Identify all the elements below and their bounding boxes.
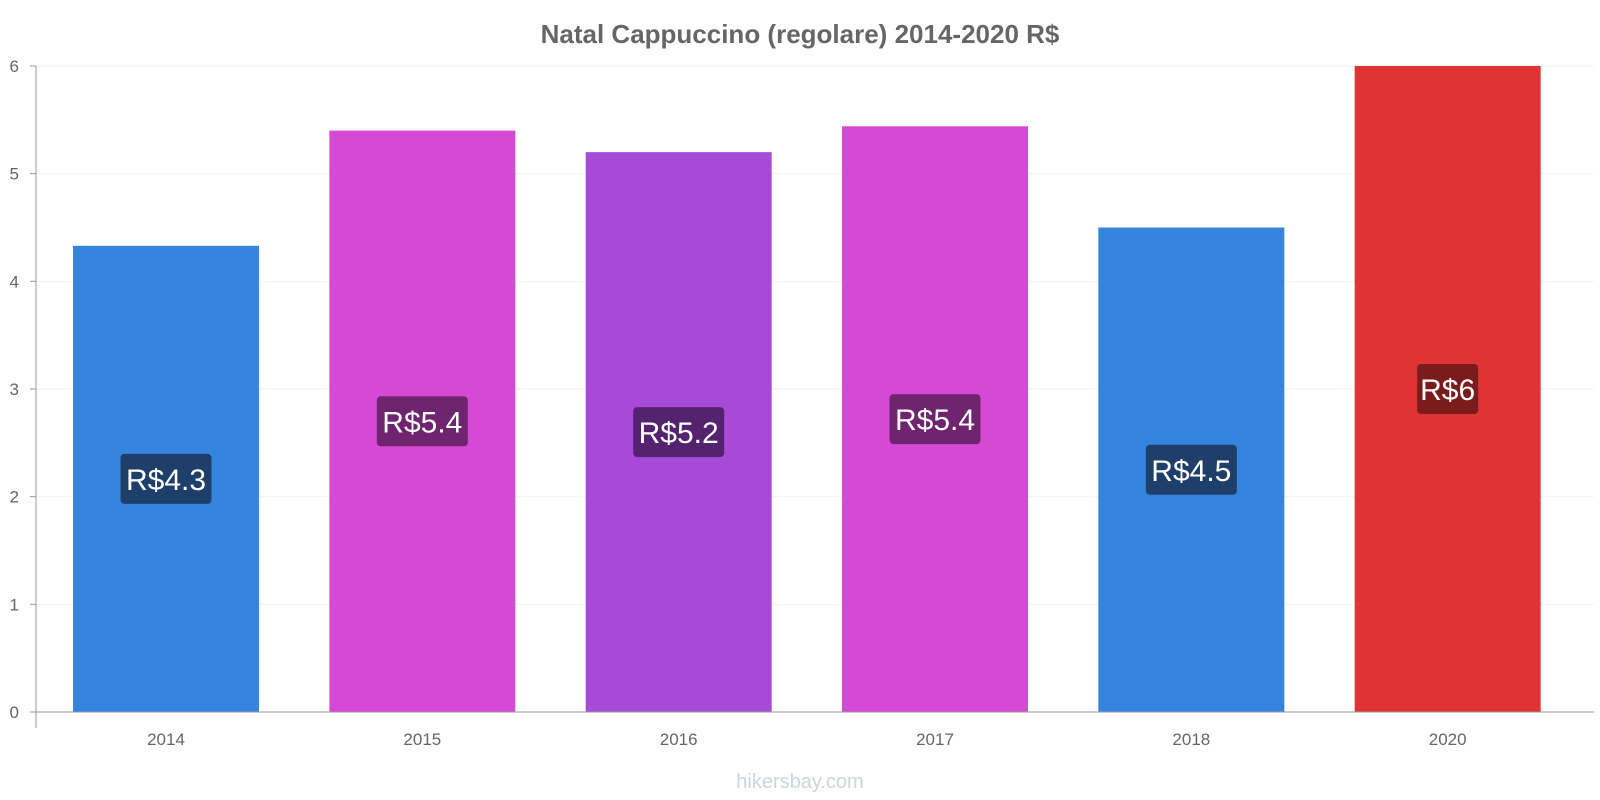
y-tick-label: 3 — [10, 380, 19, 399]
bar-label-box — [1417, 364, 1479, 414]
bar-label-box — [376, 396, 468, 447]
x-tick-label: 2016 — [660, 730, 698, 749]
x-tick-label: 2018 — [1172, 730, 1210, 749]
y-tick-label: 4 — [10, 272, 19, 291]
y-tick-label: 5 — [10, 165, 19, 184]
bar-value-label: R$6 — [1420, 374, 1475, 407]
y-tick-label: 6 — [10, 57, 19, 76]
y-tick-label: 0 — [10, 703, 19, 722]
bar-value-label: R$4.5 — [1151, 455, 1231, 488]
x-tick-label: 2014 — [147, 730, 185, 749]
y-tick-label: 2 — [10, 488, 19, 507]
bar-labels: R$4.3 R$5.4 R$5.2 R$5.4 R$4.5 R$6 — [120, 364, 1479, 504]
y-tick-label: 1 — [10, 595, 19, 614]
bar-value-label: R$5.2 — [639, 417, 719, 450]
footer-source: hikersbay.com — [736, 771, 863, 793]
x-axis-ticks: 2014 2015 2016 2017 2018 2020 — [147, 730, 1466, 749]
x-tick-label: 2015 — [403, 730, 441, 749]
y-axis-ticks: 0 1 2 3 4 5 6 — [10, 57, 36, 722]
bar-label-box — [120, 453, 212, 504]
bar-label-box — [889, 394, 981, 445]
bar-value-label: R$5.4 — [895, 404, 975, 437]
bar-label-box — [1145, 444, 1237, 495]
x-tick-label: 2017 — [916, 730, 954, 749]
chart-title: Natal Cappuccino (regolare) 2014-2020 R$ — [541, 19, 1060, 49]
x-tick-label: 2020 — [1429, 730, 1467, 749]
bar-value-label: R$5.4 — [382, 406, 462, 439]
gridlines — [36, 65, 1594, 605]
bar-value-label: R$4.3 — [126, 464, 206, 497]
bar-label-box — [633, 407, 725, 458]
